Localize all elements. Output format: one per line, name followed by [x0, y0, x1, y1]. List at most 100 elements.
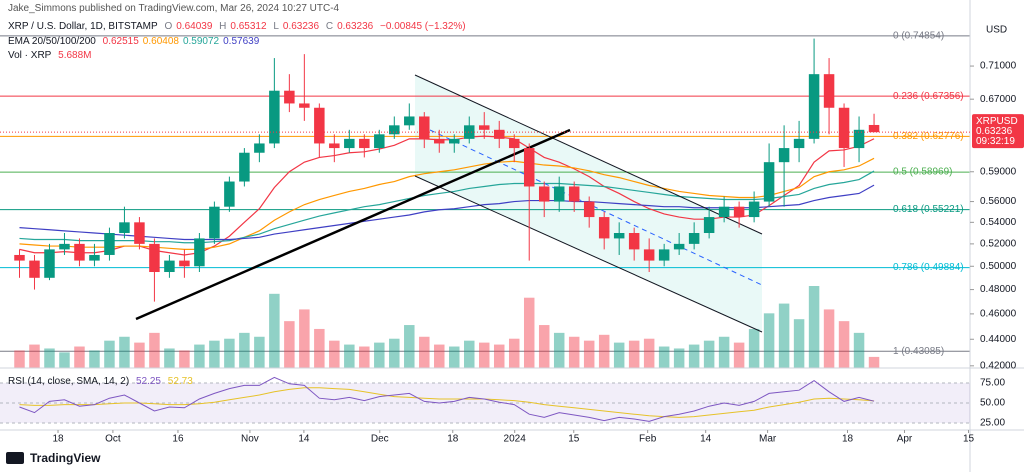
x-tick-label: Mar — [759, 434, 777, 445]
ema-values: 0.62515 0.60408 0.59072 0.57639 — [103, 36, 264, 47]
volume-bar — [419, 336, 430, 368]
volume-bar — [493, 344, 505, 368]
ohlc-value: 0.63236 — [282, 21, 320, 32]
candle-body — [793, 138, 805, 149]
volume-bar — [374, 342, 385, 368]
ema-line — [19, 184, 875, 241]
ema-label: EMA 20/50/100/200 — [8, 36, 96, 47]
x-tick-label: Oct — [105, 434, 121, 445]
fib-label: 1 (0.43085) — [893, 346, 944, 357]
rsi-sma-line — [19, 387, 875, 418]
candle-body — [29, 260, 40, 278]
symbol-legend: XRP / U.S. Dollar, 1D, BITSTAMP O 0.64039… — [8, 21, 470, 32]
candle-body — [74, 243, 85, 261]
candle-body — [239, 152, 250, 182]
volume-bar — [643, 338, 655, 368]
y-tick-label: 0.54000 — [980, 217, 1017, 228]
candle-body — [464, 125, 475, 139]
candle-body — [254, 143, 265, 153]
y-tick-label: 0.44000 — [980, 334, 1017, 345]
candle-body — [434, 138, 445, 144]
volume-bar — [553, 332, 565, 368]
ohlc-value: 0.64039 — [176, 21, 213, 32]
volume-bar — [703, 340, 715, 368]
candle-body — [209, 206, 220, 239]
volume-bar — [868, 356, 880, 368]
volume-bar — [164, 348, 175, 368]
volume-bar — [673, 348, 685, 368]
candle-body — [628, 233, 640, 250]
candle-body — [314, 107, 325, 144]
ohlc-value: 0.65312 — [230, 21, 267, 32]
candle-body — [553, 186, 565, 202]
ema-value: 0.62515 — [102, 36, 139, 47]
x-tick-label: 14 — [700, 434, 712, 445]
candle-body — [179, 260, 190, 267]
volume-bar — [748, 328, 760, 368]
rsi-label: RSI (14, close, SMA, 14, 2) — [8, 376, 130, 387]
channel-lower — [414, 175, 763, 333]
volume-bar — [449, 346, 460, 368]
channel-mid — [429, 129, 763, 286]
x-tick-label: Dec — [371, 434, 389, 445]
candle-body — [598, 217, 610, 239]
volume-bar — [778, 303, 790, 368]
volume-bar — [14, 350, 25, 368]
volume-legend: Vol · XRP 5.688M — [8, 50, 96, 61]
currency: USD — [986, 25, 1007, 36]
candle-body — [284, 90, 295, 104]
candle-body — [643, 249, 655, 261]
volume-bar — [119, 336, 130, 368]
y-tick-label: 0.67000 — [980, 94, 1017, 105]
rsi-tick-label: 50.00 — [980, 398, 1005, 409]
candle-body — [134, 222, 145, 244]
candle-body — [808, 74, 820, 139]
volume-bar — [508, 338, 520, 368]
volume-bar — [359, 346, 370, 368]
volume-bar — [224, 338, 235, 368]
volume-bar — [44, 348, 55, 368]
candle-body — [568, 186, 580, 202]
candle-body — [583, 201, 595, 218]
candle-body — [14, 254, 25, 261]
fib-label: 0.382 (0.62776) — [893, 131, 964, 142]
y-tick-label: 0.50000 — [980, 261, 1017, 272]
brand: TradingView — [30, 451, 101, 465]
candle-body — [449, 138, 460, 144]
y-tick-label: 0.59000 — [980, 166, 1017, 177]
candle-body — [733, 206, 745, 218]
candle-body — [838, 107, 850, 149]
candle-body — [89, 254, 100, 261]
candle-body — [359, 138, 370, 149]
ema-line — [19, 157, 875, 250]
volume-bar — [314, 328, 325, 368]
volume-bar — [134, 342, 145, 368]
volume-bar — [763, 313, 775, 368]
logo — [6, 452, 24, 464]
volume-bar — [404, 325, 415, 368]
x-tick-label: 2024 — [504, 434, 527, 445]
volume-bar — [688, 344, 700, 368]
fib-label: 0.5 (0.58969) — [893, 167, 953, 178]
volume-bar — [613, 342, 625, 368]
publisher: Jake_Simmons published on TradingView.co… — [8, 3, 340, 14]
fib-label: 0.236 (0.67356) — [893, 91, 964, 102]
volume-bar — [853, 332, 865, 368]
candle-body — [853, 129, 865, 149]
rsi-legend: RSI (14, close, SMA, 14, 2) 52.25 52.73 — [8, 376, 197, 387]
price-label: 0.63236 — [976, 126, 1013, 137]
candle-body — [119, 222, 130, 234]
x-tick-label: 18 — [447, 434, 459, 445]
x-tick-label: Nov — [241, 434, 259, 445]
candle-body — [164, 260, 175, 273]
candle-body — [344, 138, 355, 149]
ema-legend: EMA 20/50/100/200 0.62515 0.60408 0.59072 0… — [8, 36, 267, 47]
volume-bar — [194, 344, 205, 368]
candle-body — [703, 217, 715, 234]
candle-body — [868, 124, 880, 133]
candle-body — [194, 238, 205, 267]
change: −0.00845 (−1.32%) — [380, 21, 466, 32]
candle-body — [538, 186, 550, 202]
